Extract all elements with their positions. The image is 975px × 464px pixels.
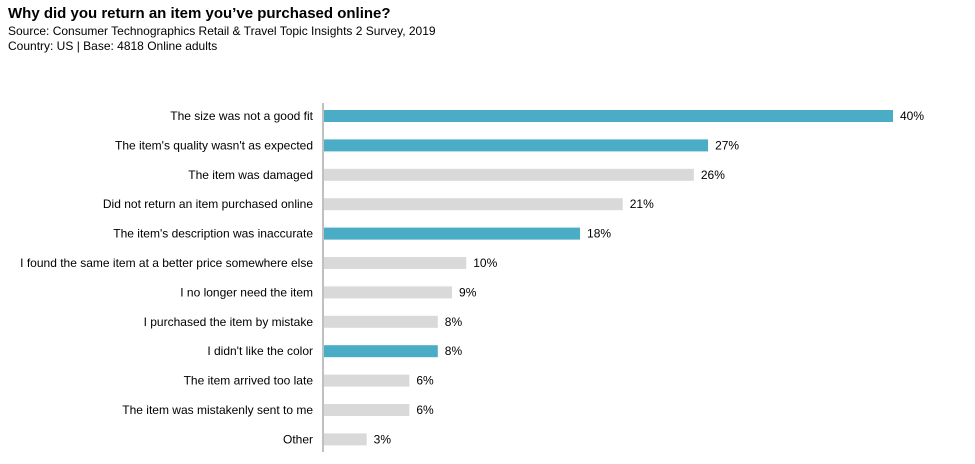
category-label: The item was mistakenly sent to me	[122, 403, 313, 417]
category-label: I purchased the item by mistake	[144, 315, 314, 329]
category-label: I didn't like the color	[207, 344, 313, 358]
bar	[324, 433, 367, 446]
bar	[324, 345, 438, 358]
bar	[324, 139, 709, 152]
data-label: 3%	[374, 432, 392, 446]
bar	[324, 286, 453, 299]
data-label: 40%	[900, 109, 924, 123]
bar	[324, 257, 467, 269]
data-label: 27%	[715, 138, 739, 152]
chart-base: Country: US | Base: 4818 Online adults	[8, 39, 218, 53]
category-label: The item's quality wasn't as expected	[115, 138, 313, 152]
category-label: Did not return an item purchased online	[103, 197, 313, 211]
category-label: The item's description was inaccurate	[113, 227, 313, 241]
bar	[324, 315, 438, 328]
data-label: 8%	[445, 315, 463, 329]
category-label: Other	[283, 432, 313, 446]
data-label: 26%	[701, 168, 725, 182]
chart-title: Why did you return an item you’ve purcha…	[8, 5, 391, 22]
data-label: 6%	[416, 403, 434, 417]
bar	[324, 110, 893, 122]
data-label: 9%	[459, 285, 477, 299]
bar	[324, 374, 410, 387]
data-label: 10%	[473, 256, 497, 270]
data-label: 18%	[587, 227, 611, 241]
category-label: I no longer need the item	[180, 285, 313, 299]
category-label: The item arrived too late	[184, 374, 314, 388]
bar	[324, 168, 694, 181]
bar	[324, 198, 623, 211]
bar	[324, 404, 410, 416]
chart-source: Source: Consumer Technographics Retail &…	[8, 24, 436, 38]
category-label: I found the same item at a better price …	[20, 256, 313, 270]
category-label: The item was damaged	[188, 168, 313, 182]
chart-header: Why did you return an item you’ve purcha…	[8, 4, 436, 54]
bar	[324, 227, 581, 240]
category-label: The size was not a good fit	[170, 109, 313, 123]
data-label: 8%	[445, 344, 463, 358]
data-label: 6%	[416, 374, 434, 388]
data-label: 21%	[630, 197, 654, 211]
